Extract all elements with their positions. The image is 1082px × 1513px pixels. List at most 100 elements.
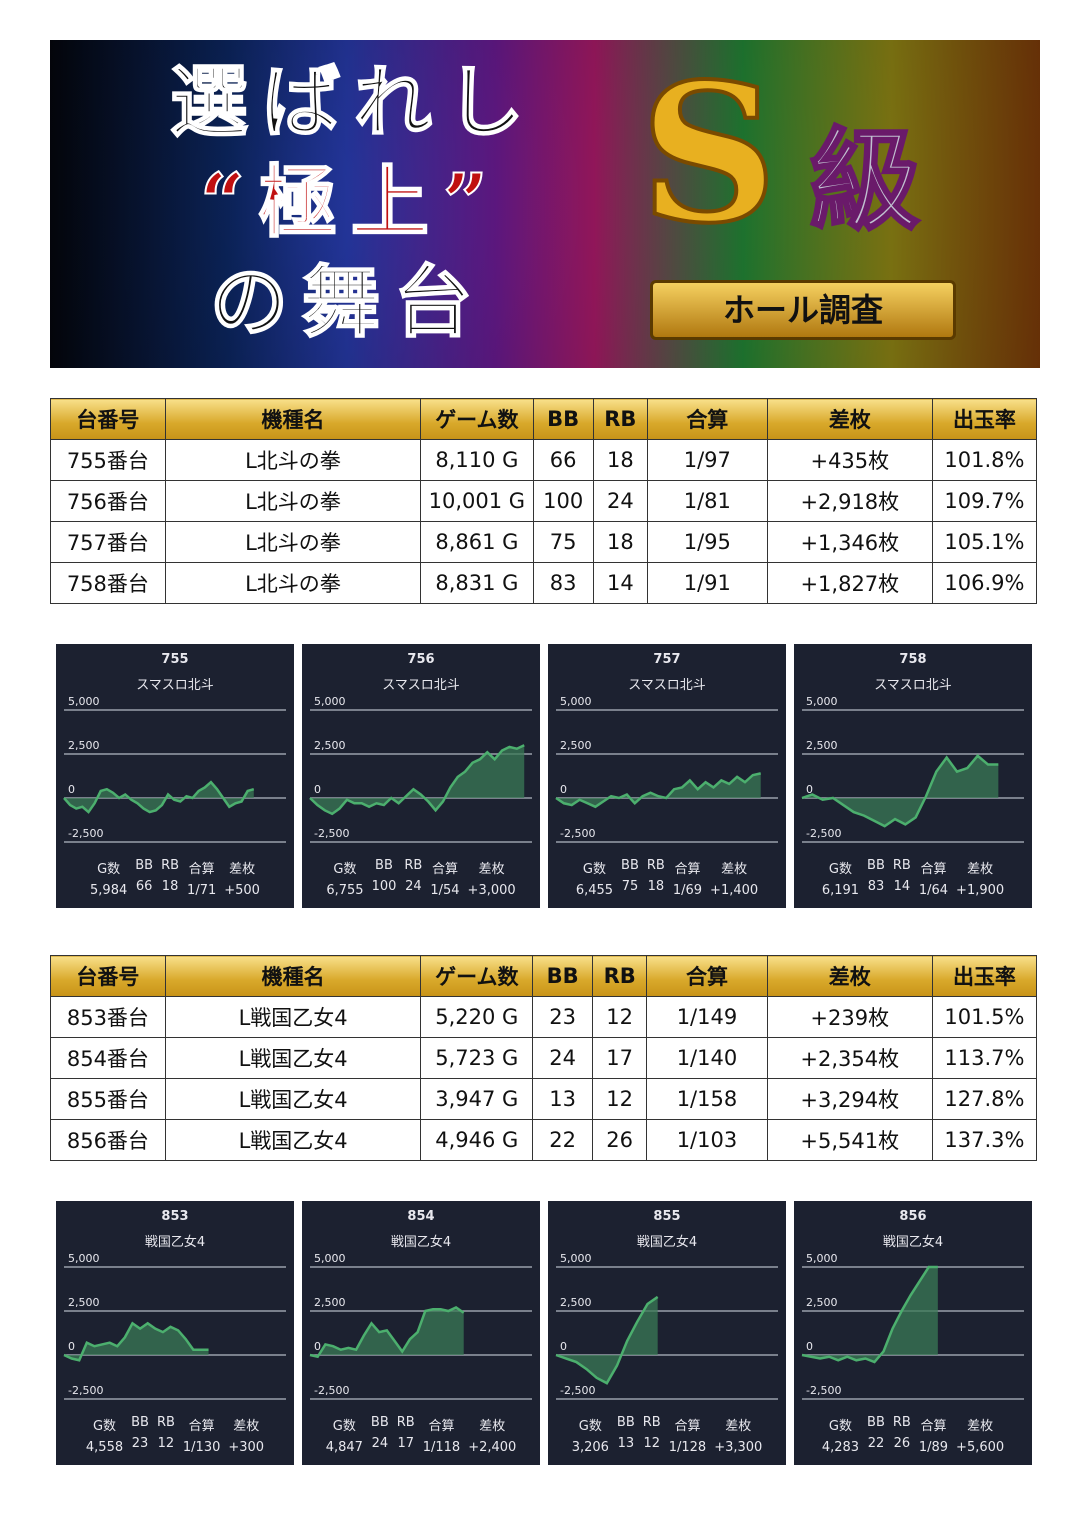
stat-value: +5,600 xyxy=(956,1440,1005,1455)
stat-label: RB xyxy=(642,1415,661,1430)
series-area xyxy=(64,782,254,813)
stat-label: RB xyxy=(404,858,423,873)
chart-plot: 5,000 2,500 0 -2,500 xyxy=(801,695,1024,843)
y-tick-label: 2,500 xyxy=(68,1296,100,1309)
table-row: 855番台 L戦国乙女4 3,947 G 13 12 1/158 +3,294枚 127.8% xyxy=(50,1078,1038,1120)
stat-label: 合算 xyxy=(431,862,458,877)
chart-plot: 5,000 2,500 0 -2,500 xyxy=(555,695,778,843)
column-header: RB xyxy=(592,955,648,997)
stat-label: BB xyxy=(616,1415,635,1430)
series-line xyxy=(63,780,255,814)
stat-value: 3,206 xyxy=(571,1440,609,1455)
stat-value: 5,984 xyxy=(90,883,128,898)
stat-value: 24 xyxy=(371,1436,389,1451)
stat-label: G数 xyxy=(578,1419,602,1434)
stat-label: 合算 xyxy=(188,862,215,877)
table-cell: 8,861 G xyxy=(420,521,534,563)
stat-label: 差枚 xyxy=(721,862,748,877)
table-row: 856番台 L戦国乙女4 4,946 G 22 26 1/103 +5,541枚 137.3% xyxy=(50,1119,1038,1161)
series-line xyxy=(555,772,761,809)
table-cell: 755番台 xyxy=(50,439,166,481)
chart-plot: 5,000 2,500 0 -2,500 xyxy=(309,1252,532,1400)
table-cell: L北斗の拳 xyxy=(164,439,422,481)
table-cell: 8,831 G xyxy=(420,562,534,604)
table-row: 755番台 L北斗の拳 8,110 G 66 18 1/97 +435枚 101.8% xyxy=(50,439,1038,481)
machine-number: 757 xyxy=(653,652,681,667)
stat-value: 1/69 xyxy=(672,883,703,898)
y-tick-label: 5,000 xyxy=(560,695,592,708)
chart-plot: 5,000 2,500 0 -2,500 xyxy=(309,695,532,843)
y-tick-label: 5,000 xyxy=(314,695,346,708)
series-area xyxy=(802,1267,938,1363)
table-cell: L戦国乙女4 xyxy=(164,1078,422,1120)
table-cell: 1/158 xyxy=(646,1078,768,1120)
s-class-badge: S 級 ホール調査 xyxy=(610,52,1010,354)
series-area xyxy=(64,1323,209,1361)
slot-chart-card: 853 戦国乙女4 G数 4,558 BB 23 RB 12 合算 1/130 差枚 +300 5,… xyxy=(56,1201,294,1465)
table-row: 758番台 L北斗の拳 8,831 G 83 14 1/91 +1,827枚 106.9% xyxy=(50,562,1038,604)
banner-line-1: 選ばれし xyxy=(169,57,539,148)
stat-value: 100 xyxy=(371,879,397,894)
table-cell: +5,541枚 xyxy=(766,1119,933,1161)
machine-name: スマスロ北斗 xyxy=(628,678,706,693)
stat-label: BB xyxy=(135,858,154,873)
stat-value: 6,191 xyxy=(821,883,860,898)
slot-chart-card: 758 スマスロ北斗 G数 6,191 BB 83 RB 14 合算 1/64 差枚 +1,900… xyxy=(794,644,1032,908)
stat-label: 差枚 xyxy=(229,862,256,877)
stat-label: BB xyxy=(621,858,639,873)
table-cell: 23 xyxy=(532,996,594,1038)
stat-value: 1/71 xyxy=(187,883,217,898)
stat-label: G数 xyxy=(332,1419,356,1434)
machine-number: 853 xyxy=(161,1209,189,1224)
column-header: BB xyxy=(532,955,594,997)
stats: G数 4,847 BB 24 RB 17 合算 1/118 差枚 +2,400 xyxy=(302,1415,540,1455)
table-cell: 12 xyxy=(592,1078,648,1120)
badge-kyu: 級 xyxy=(809,116,922,245)
table-cell: 757番台 xyxy=(50,521,166,563)
stat-label: BB xyxy=(375,858,393,873)
stat-value: 22 xyxy=(867,1436,885,1451)
series-line xyxy=(555,1295,659,1385)
series-area xyxy=(310,745,525,814)
y-tick-label: -2,500 xyxy=(68,1384,103,1397)
table-cell: 13 xyxy=(532,1078,594,1120)
chart-plot: 5,000 2,500 0 -2,500 xyxy=(63,1252,286,1400)
y-tick-label: 5,000 xyxy=(560,1252,592,1265)
machine-name: 戦国乙女4 xyxy=(144,1235,206,1250)
table-row: 756番台 L北斗の拳 10,001 G 100 24 1/81 +2,918枚 109.7% xyxy=(50,480,1038,522)
table-cell: +2,918枚 xyxy=(766,480,933,522)
stat-value: 4,558 xyxy=(85,1440,124,1455)
stat-value: 1/130 xyxy=(182,1440,221,1455)
stat-label: 合算 xyxy=(674,1419,701,1434)
slot-chart-card: 854 戦国乙女4 G数 4,847 BB 24 RB 17 合算 1/118 差枚 +2,400… xyxy=(302,1201,540,1465)
machine-number: 854 xyxy=(407,1209,435,1224)
y-tick-label: -2,500 xyxy=(314,1384,349,1397)
stat-label: G数 xyxy=(97,862,121,877)
stat-value: 4,847 xyxy=(325,1440,363,1455)
stat-label: 合算 xyxy=(428,1419,455,1434)
table-cell: 5,220 G xyxy=(420,996,534,1038)
table-cell: 22 xyxy=(532,1119,594,1161)
table-cell: 109.7% xyxy=(931,480,1038,522)
y-tick-label: 5,000 xyxy=(806,1252,838,1265)
stat-value: 1/128 xyxy=(668,1440,707,1455)
y-tick-label: 0 xyxy=(68,783,75,796)
stat-value: 18 xyxy=(161,879,179,894)
slot-chart-card: 757 スマスロ北斗 G数 6,455 BB 75 RB 18 合算 1/69 差枚 +1,400… xyxy=(548,644,786,908)
banner-line-3: の舞台 xyxy=(209,257,487,348)
slot-chart-card: 755 スマスロ北斗 G数 5,984 BB 66 RB 18 合算 1/71 差枚 +500 5,… xyxy=(56,644,294,908)
stat-label: 合算 xyxy=(188,1419,215,1434)
series-line xyxy=(63,1321,209,1362)
machine-number: 755 xyxy=(161,652,189,667)
y-tick-label: 5,000 xyxy=(314,1252,346,1265)
stat-value: +300 xyxy=(228,1440,265,1455)
column-header: 台番号 xyxy=(50,398,166,440)
y-tick-label: 0 xyxy=(806,783,813,796)
stats: G数 4,558 BB 23 RB 12 合算 1/130 差枚 +300 xyxy=(56,1415,294,1455)
stats: G数 4,283 BB 22 RB 26 合算 1/89 差枚 +5,600 xyxy=(794,1415,1032,1455)
stat-value: 26 xyxy=(893,1436,911,1451)
table-cell: 756番台 xyxy=(50,480,166,522)
stats: G数 6,455 BB 75 RB 18 合算 1/69 差枚 +1,400 xyxy=(548,858,786,898)
series-line xyxy=(309,744,525,816)
table-cell: 10,001 G xyxy=(420,480,534,522)
